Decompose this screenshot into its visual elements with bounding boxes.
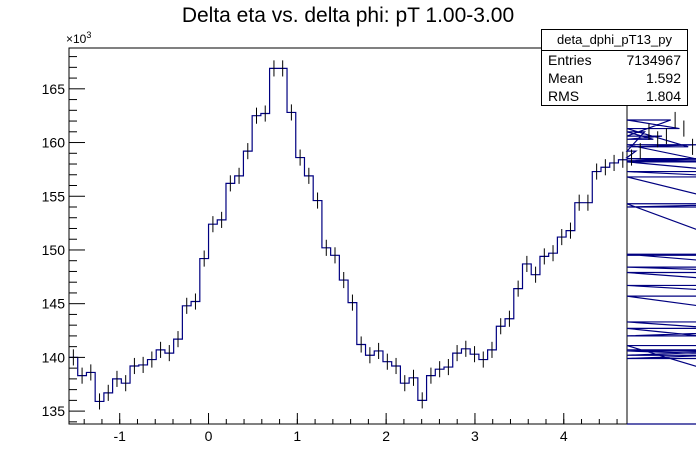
y-tick-label: 165 [42, 81, 66, 97]
y-tick-label: 145 [42, 296, 66, 312]
y-tick-label: 160 [42, 135, 66, 151]
chart-title: Delta eta vs. delta phi: pT 1.00-3.00 [181, 4, 515, 27]
y-axis-exponent: ×103 [66, 30, 91, 46]
x-tick-label: 0 [205, 428, 213, 444]
histogram-step-line [69, 67, 696, 425]
x-tick-label: 2 [382, 428, 390, 444]
y-exponent-power: 3 [86, 30, 92, 40]
stats-row-entries: Entries 7134967 [542, 51, 687, 69]
stats-box-title: deta_dphi_pT13_py [542, 30, 687, 51]
y-exponent-base: ×10 [66, 32, 87, 46]
stats-value: 1.592 [645, 70, 681, 86]
stats-value: 7134967 [626, 52, 681, 68]
x-tick-label: 1 [293, 428, 301, 444]
y-tick-label: 135 [42, 403, 66, 419]
y-tick-label: 150 [42, 242, 66, 258]
series-layer [69, 60, 696, 425]
stats-box: deta_dphi_pT13_py Entries 7134967 Mean 1… [541, 29, 688, 106]
plot-border [68, 47, 628, 425]
stats-value: 1.804 [645, 88, 681, 104]
stats-row-rms: RMS 1.804 [542, 87, 687, 105]
y-tick-label: 140 [42, 349, 66, 365]
x-tick-label: -1 [113, 428, 126, 444]
y-tick-label: 155 [42, 188, 66, 204]
stats-label: Mean [548, 70, 584, 86]
stats-row-mean: Mean 1.592 [542, 69, 687, 87]
plot-frame [68, 47, 628, 425]
x-tick-label: 3 [471, 428, 479, 444]
stats-label: RMS [548, 88, 580, 104]
axis-layer: -1 0 1 2 3 4 135 140 145 150 155 160 165 [42, 56, 618, 444]
stats-label: Entries [548, 52, 592, 68]
x-tick-label: 4 [560, 428, 568, 444]
